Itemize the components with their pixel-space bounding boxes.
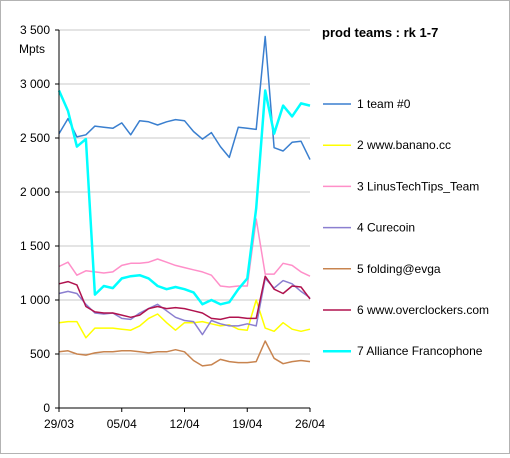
legend-item: 7 Alliance Francophone	[323, 344, 483, 358]
legend-item: 4 Curecoin	[323, 221, 415, 235]
legend-label: 2 www.banano.cc	[357, 138, 451, 152]
legend-label: 6 www.overclockers.com	[357, 303, 489, 317]
gridlines	[59, 29, 310, 355]
x-tick-label: 29/03	[44, 417, 74, 431]
legend-item: 6 www.overclockers.com	[323, 303, 489, 317]
legend: 1 team #0 2 www.banano.cc 3 LinusTechTips_…	[323, 97, 489, 358]
legend-label: 4 Curecoin	[357, 221, 415, 235]
legend-label: 3 LinusTechTips_Team	[357, 179, 479, 193]
y-tick-label: 3 000	[20, 77, 50, 91]
legend-label: 1 team #0	[357, 97, 411, 111]
x-tick-label: 05/04	[107, 417, 137, 431]
y-axis-label: Mpts	[19, 42, 45, 56]
legend-item: 5 folding@evga	[323, 262, 441, 276]
y-tick-label: 1 500	[20, 239, 50, 253]
y-tick-label: 500	[30, 347, 50, 361]
y-tick-label: 1 000	[20, 293, 50, 307]
x-tick-label: 19/04	[232, 417, 262, 431]
x-tick-label: 26/04	[295, 417, 325, 431]
x-tick-label: 12/04	[169, 417, 199, 431]
series-line-7	[57, 89, 311, 306]
x-axis-ticks: 29/03 05/04 12/04 19/04 26/04	[44, 408, 325, 431]
y-axis-ticks: 0 500 1 000 1 500 2 000 2 500 3 000 3 500	[20, 23, 59, 415]
y-tick-label: 0	[43, 401, 50, 415]
series-line-3	[58, 218, 311, 288]
series-line-2	[58, 299, 311, 339]
series-lines	[57, 35, 311, 367]
legend-label: 5 folding@evga	[357, 262, 441, 276]
legend-item: 3 LinusTechTips_Team	[323, 179, 479, 193]
y-tick-label: 2 500	[20, 131, 50, 145]
legend-label: 7 Alliance Francophone	[357, 344, 483, 358]
legend-item: 2 www.banano.cc	[323, 138, 451, 152]
series-line-1	[58, 35, 311, 160]
series-line-5	[58, 340, 311, 367]
y-tick-label: 3 500	[20, 23, 50, 37]
chart-title: prod teams : rk 1-7	[322, 25, 438, 40]
y-tick-label: 2 000	[20, 185, 50, 199]
legend-item: 1 team #0	[323, 97, 411, 111]
series-line-6	[58, 275, 311, 321]
